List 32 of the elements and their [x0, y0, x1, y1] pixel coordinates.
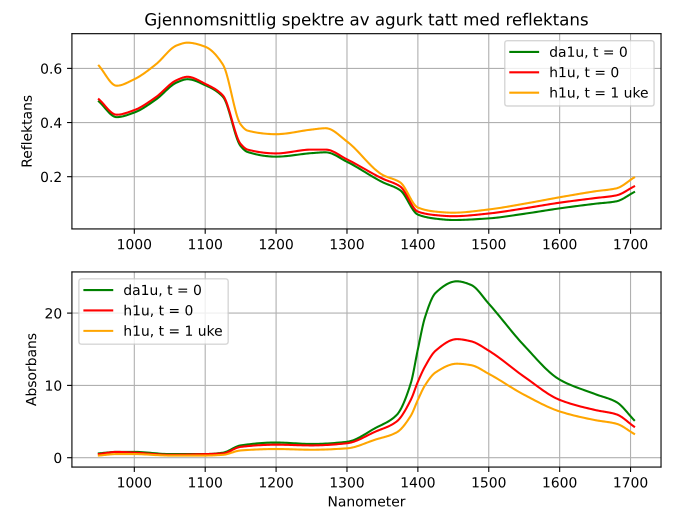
- y-tick-label: 0.6: [41, 63, 62, 74]
- y-axis-title: Reflektans: [21, 96, 32, 166]
- x-tick-label: 1300: [330, 238, 364, 250]
- x-tick-label: 1100: [189, 238, 222, 250]
- x-tick-label: 1000: [118, 238, 152, 250]
- x-axis-title: Nanometer: [328, 496, 406, 507]
- x-tick-label: 1500: [472, 477, 506, 488]
- x-tick-label: 1100: [189, 477, 222, 488]
- legend-label: h1u, t = 0: [550, 66, 618, 79]
- x-tick-label: 1700: [614, 238, 648, 250]
- x-tick-label: 1400: [402, 477, 435, 488]
- y-axis-title: Absorbans: [26, 334, 36, 406]
- x-tick-label: 1700: [614, 477, 648, 488]
- chart-title: Gjennomsnittlig spektre av agurk tatt med reflektans: [145, 12, 588, 29]
- y-tick-label: 0.2: [41, 172, 61, 182]
- x-tick-label: 1200: [260, 238, 293, 250]
- y-tick-label: 0: [54, 452, 62, 464]
- legend-label: h1u, t = 1 uke: [550, 87, 648, 100]
- y-tick-label: 20: [46, 308, 62, 319]
- x-tick-label: 1300: [330, 477, 364, 488]
- x-tick-label: 1600: [544, 477, 576, 488]
- x-tick-label: 1400: [402, 238, 435, 250]
- x-tick-label: 1600: [544, 238, 576, 250]
- y-tick-label: 10: [46, 380, 62, 391]
- legend-label: da1u, t = 0: [124, 284, 201, 297]
- x-tick-label: 1500: [472, 238, 506, 250]
- y-tick-label: 0.4: [41, 118, 62, 128]
- x-tick-label: 1200: [260, 477, 293, 488]
- x-tick-label: 1000: [118, 477, 152, 488]
- legend-label: h1u, t = 1 uke: [124, 325, 222, 338]
- legend-label: da1u, t = 0: [550, 46, 627, 58]
- legend-label: h1u, t = 0: [124, 304, 192, 317]
